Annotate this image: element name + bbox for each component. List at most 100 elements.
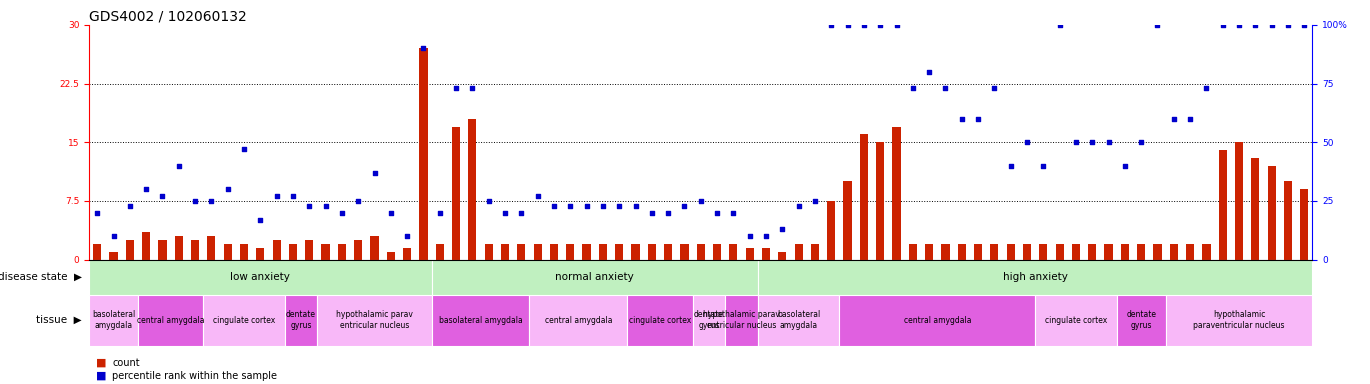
Point bbox=[103, 233, 125, 239]
Bar bbox=[693, 295, 725, 346]
Bar bbox=[599, 244, 607, 260]
Point bbox=[282, 193, 304, 199]
Bar bbox=[762, 248, 770, 260]
Point bbox=[837, 22, 859, 28]
Text: hypothalamic
paraventricular nucleus: hypothalamic paraventricular nucleus bbox=[1193, 311, 1285, 330]
Bar bbox=[1300, 189, 1308, 260]
Bar bbox=[289, 244, 297, 260]
Bar bbox=[203, 295, 285, 346]
Point bbox=[869, 22, 891, 28]
Bar bbox=[941, 244, 949, 260]
Point bbox=[901, 85, 923, 91]
Point bbox=[821, 22, 843, 28]
Point bbox=[608, 202, 630, 209]
Bar bbox=[632, 244, 640, 260]
Bar bbox=[432, 295, 529, 346]
Point bbox=[526, 193, 548, 199]
Bar bbox=[860, 134, 869, 260]
Bar bbox=[306, 240, 314, 260]
Bar bbox=[1154, 244, 1162, 260]
Point bbox=[885, 22, 907, 28]
Point bbox=[592, 202, 614, 209]
Point bbox=[543, 202, 564, 209]
Point bbox=[184, 198, 206, 204]
Bar bbox=[403, 248, 411, 260]
Bar bbox=[1170, 244, 1178, 260]
Point bbox=[918, 69, 940, 75]
Point bbox=[379, 210, 401, 216]
Point bbox=[136, 186, 158, 192]
Point bbox=[299, 202, 321, 209]
Bar bbox=[138, 295, 203, 346]
Bar bbox=[758, 260, 1312, 295]
Bar bbox=[725, 295, 758, 346]
Text: hypothalamic parav
entricular nucleus: hypothalamic parav entricular nucleus bbox=[336, 311, 412, 330]
Point bbox=[1244, 22, 1266, 28]
Point bbox=[625, 202, 647, 209]
Text: dentate
gyrus: dentate gyrus bbox=[1126, 311, 1156, 330]
Bar bbox=[89, 295, 138, 346]
Point bbox=[1017, 139, 1038, 145]
Bar bbox=[452, 127, 460, 260]
Point bbox=[771, 226, 793, 232]
Bar bbox=[223, 244, 232, 260]
Bar bbox=[549, 244, 558, 260]
Point bbox=[755, 233, 777, 239]
Point bbox=[1000, 163, 1022, 169]
Text: normal anxiety: normal anxiety bbox=[555, 272, 634, 282]
Bar bbox=[1036, 295, 1117, 346]
Bar bbox=[1117, 295, 1166, 346]
Point bbox=[1196, 85, 1218, 91]
Bar bbox=[436, 244, 444, 260]
Point bbox=[86, 210, 108, 216]
Bar bbox=[827, 201, 836, 260]
Text: ■: ■ bbox=[96, 358, 107, 368]
Text: hypothalamic parav
entricular nucleus: hypothalamic parav entricular nucleus bbox=[703, 311, 780, 330]
Bar bbox=[991, 244, 999, 260]
Bar bbox=[958, 244, 966, 260]
Point bbox=[249, 217, 271, 223]
Point bbox=[674, 202, 696, 209]
Point bbox=[559, 202, 581, 209]
Bar bbox=[778, 252, 786, 260]
Bar bbox=[207, 236, 215, 260]
Bar bbox=[1234, 142, 1243, 260]
Point bbox=[233, 146, 255, 152]
Point bbox=[478, 198, 500, 204]
Point bbox=[429, 210, 451, 216]
Point bbox=[1033, 163, 1055, 169]
Bar bbox=[664, 244, 673, 260]
Point bbox=[1147, 22, 1169, 28]
Bar bbox=[627, 295, 693, 346]
Text: cingulate cortex: cingulate cortex bbox=[1045, 316, 1107, 325]
Bar bbox=[322, 244, 330, 260]
Point bbox=[951, 116, 973, 122]
Bar bbox=[1055, 244, 1063, 260]
Bar bbox=[844, 181, 852, 260]
Point bbox=[967, 116, 989, 122]
Text: dentate
gyrus: dentate gyrus bbox=[695, 311, 723, 330]
Text: basolateral amygdala: basolateral amygdala bbox=[438, 316, 522, 325]
Text: basolateral
amygdala: basolateral amygdala bbox=[92, 311, 136, 330]
Bar bbox=[240, 244, 248, 260]
Bar bbox=[745, 248, 754, 260]
Point bbox=[315, 202, 337, 209]
Bar bbox=[974, 244, 982, 260]
Point bbox=[738, 233, 760, 239]
Point bbox=[722, 210, 744, 216]
Bar bbox=[1104, 244, 1112, 260]
Bar bbox=[758, 295, 840, 346]
Point bbox=[266, 193, 288, 199]
Bar bbox=[518, 244, 526, 260]
Bar bbox=[419, 48, 427, 260]
Point bbox=[1163, 116, 1185, 122]
Bar bbox=[370, 236, 378, 260]
Bar bbox=[89, 260, 432, 295]
Bar bbox=[159, 240, 167, 260]
Bar bbox=[1137, 244, 1145, 260]
Bar bbox=[892, 127, 900, 260]
Text: tissue  ▶: tissue ▶ bbox=[37, 315, 82, 325]
Bar bbox=[681, 244, 689, 260]
Point bbox=[1228, 22, 1249, 28]
Text: cingulate cortex: cingulate cortex bbox=[629, 316, 690, 325]
